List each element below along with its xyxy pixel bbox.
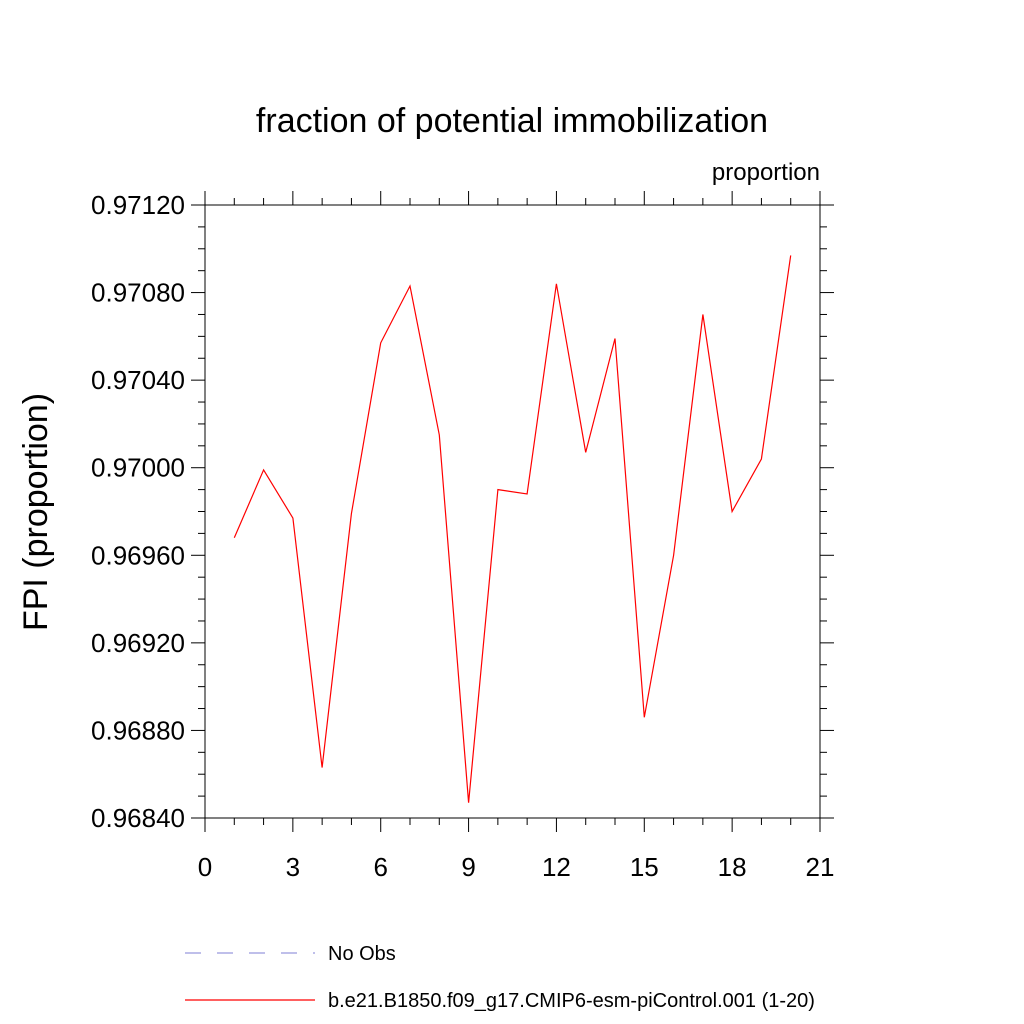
legend-label: b.e21.B1850.f09_g17.CMIP6-esm-piControl.… bbox=[328, 990, 815, 1012]
y-axis-label: FPI (proportion) bbox=[17, 393, 55, 631]
legend-label: No Obs bbox=[328, 943, 396, 965]
x-tick-label: 6 bbox=[373, 852, 387, 882]
plot-frame bbox=[204, 204, 821, 819]
legend: No Obs b.e21.B1850.f09_g17.CMIP6-esm-piCo… bbox=[185, 943, 815, 1012]
y-tick-label: 0.97000 bbox=[91, 453, 185, 483]
y-tick-label: 0.97080 bbox=[91, 278, 185, 308]
series-layer bbox=[233, 255, 792, 803]
y-tick-label: 0.96920 bbox=[91, 628, 185, 658]
y-tick-label: 0.96880 bbox=[91, 715, 185, 745]
x-tick-label: 0 bbox=[198, 852, 212, 882]
series-line-0 bbox=[233, 255, 792, 803]
x-tick-label: 18 bbox=[718, 852, 747, 882]
x-tick-label: 15 bbox=[630, 852, 659, 882]
chart-title: fraction of potential immobilization bbox=[256, 102, 768, 140]
x-tick-label: 21 bbox=[806, 852, 835, 882]
x-tick-label: 3 bbox=[286, 852, 300, 882]
y-tick-label: 0.97040 bbox=[91, 365, 185, 395]
x-tick-label: 12 bbox=[542, 852, 571, 882]
x-tick-label: 9 bbox=[461, 852, 475, 882]
y-tick-label: 0.96840 bbox=[91, 803, 185, 833]
y-tick-label: 0.96960 bbox=[91, 540, 185, 570]
units-label: proportion bbox=[712, 159, 820, 186]
y-tick-label: 0.97120 bbox=[91, 190, 185, 220]
axes: 0 3 6 9 12 15 18 21 0.96840 0.96880 0.96920 0.96960… bbox=[91, 190, 834, 882]
